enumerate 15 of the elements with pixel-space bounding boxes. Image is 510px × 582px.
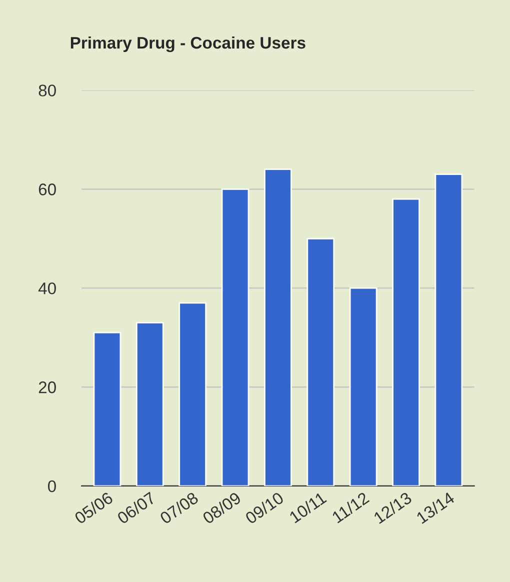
y-tick-label: 20 — [38, 381, 56, 394]
y-tick-label: 0 — [48, 480, 56, 492]
y-tick-label: 40 — [38, 282, 56, 294]
bar — [434, 174, 463, 486]
bar — [93, 332, 122, 486]
bar — [136, 322, 164, 486]
bar — [392, 198, 420, 486]
y-tick-label: 60 — [38, 184, 56, 196]
y-tick-label: 80 — [38, 84, 56, 96]
bar — [349, 287, 378, 486]
chart-title: Primary Drug - Cocaine Users — [70, 36, 306, 52]
bar — [306, 238, 335, 486]
bar — [178, 302, 207, 486]
bar — [264, 168, 292, 486]
bar — [221, 188, 250, 486]
